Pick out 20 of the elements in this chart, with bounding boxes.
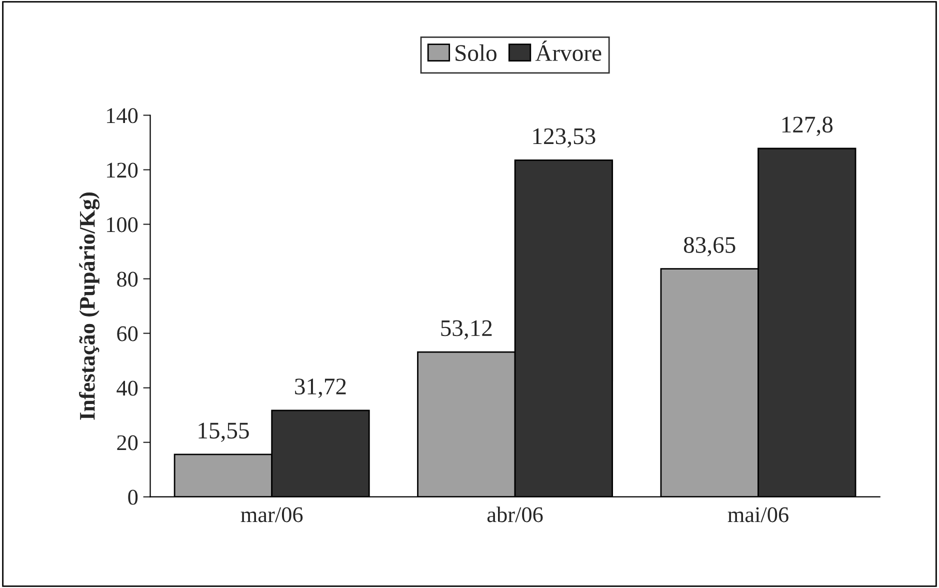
y-tick-label: 0 xyxy=(128,490,138,505)
y-tick-label: 40 xyxy=(116,380,138,396)
y-tick-label: 20 xyxy=(117,435,138,450)
legend-label: Solo xyxy=(456,44,496,62)
x-tick-label: mai/06 xyxy=(728,507,788,522)
data-label: 31,72 xyxy=(295,378,346,398)
legend-label: Árvore xyxy=(535,40,602,62)
y-tick-label: 60 xyxy=(117,326,138,342)
data-label: 83,65 xyxy=(684,237,736,256)
data-label: 53,12 xyxy=(441,320,492,340)
y-tick-label: 120 xyxy=(107,162,138,178)
data-label: 123,53 xyxy=(533,128,596,148)
y-axis-title: Infestação (Pupário/Kg) xyxy=(78,192,100,420)
y-tick-label: 100 xyxy=(107,217,138,232)
y-tick-label: 140 xyxy=(107,108,138,124)
x-tick-label: abr/06 xyxy=(487,506,543,522)
data-label: 15,55 xyxy=(198,422,249,442)
data-label: 127,8 xyxy=(782,116,833,136)
x-tick-label: mar/06 xyxy=(240,507,303,522)
y-tick-label: 80 xyxy=(117,272,138,287)
